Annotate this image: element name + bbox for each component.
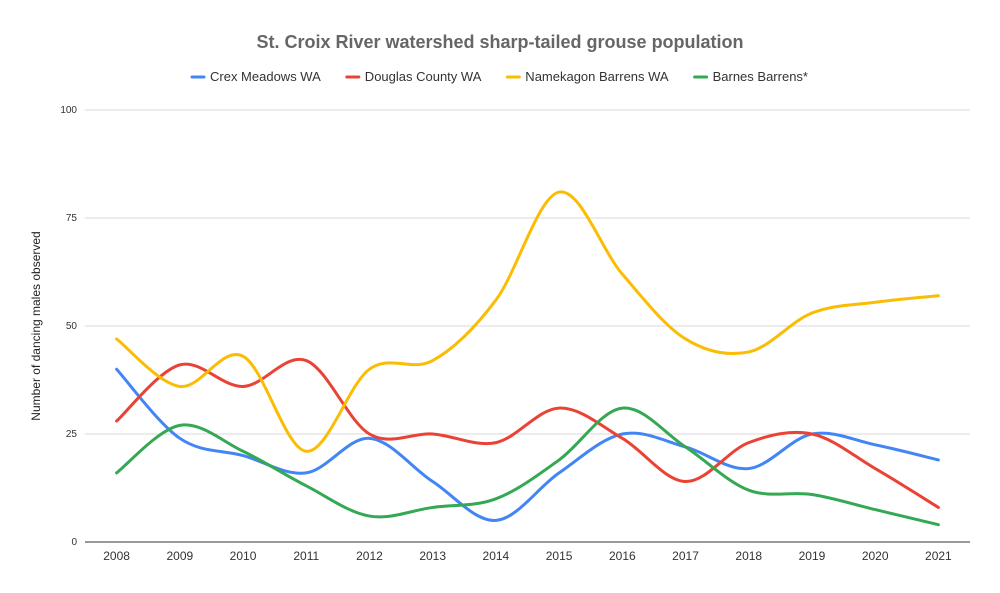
x-tick-label: 2021	[925, 549, 952, 563]
series-line-crex-meadows-wa	[115, 367, 940, 522]
gridlines	[85, 109, 970, 543]
legend-item-namekagon-barrens-wa: Namekagon Barrens WA	[505, 69, 669, 84]
legend-label: Barnes Barrens*	[713, 69, 808, 84]
y-axis-label: Number of dancing males observed	[29, 231, 43, 420]
x-tick-label: 2013	[419, 549, 446, 563]
x-tick-label: 2009	[166, 549, 193, 563]
x-tick-label: 2008	[103, 549, 130, 563]
legend-label: Namekagon Barrens WA	[525, 69, 669, 84]
y-tick-label: 0	[71, 537, 77, 548]
y-tick-label: 25	[66, 429, 78, 440]
legend-label: Douglas County WA	[365, 69, 482, 84]
legend-item-barnes-barrens: Barnes Barrens*	[693, 69, 808, 84]
x-tick-label: 2019	[799, 549, 826, 563]
x-tick-label: 2016	[609, 549, 636, 563]
y-tick-label: 100	[60, 105, 77, 116]
legend-label: Crex Meadows WA	[210, 69, 321, 84]
series-line-namekagon-barrens-wa	[115, 190, 940, 453]
y-tick-label: 50	[66, 321, 78, 332]
series-line-barnes-barrens	[115, 406, 940, 527]
x-tick-label: 2017	[672, 549, 699, 563]
legend-item-douglas-county-wa: Douglas County WA	[345, 69, 482, 84]
x-tick-label: 2012	[356, 549, 383, 563]
legend: Crex Meadows WA Douglas County WA Namekago…	[190, 69, 808, 84]
x-tick-label: 2015	[546, 549, 573, 563]
x-axis-ticks: 2008 2009 2010 2011 2012 2013 2014 2015 2016 2017…	[103, 549, 952, 563]
x-tick-label: 2018	[735, 549, 762, 563]
x-tick-label: 2014	[483, 549, 510, 563]
y-axis-ticks: 0 25 50 75 100	[60, 105, 77, 548]
y-tick-label: 75	[66, 213, 78, 224]
x-tick-label: 2020	[862, 549, 889, 563]
series-lines	[115, 190, 940, 527]
series-line-douglas-county-wa	[115, 357, 940, 509]
chart-title: St. Croix River watershed sharp-tailed g…	[256, 32, 743, 52]
legend-item-crex-meadows-wa: Crex Meadows WA	[190, 69, 321, 84]
x-tick-label: 2010	[230, 549, 257, 563]
x-tick-label: 2011	[293, 549, 319, 563]
